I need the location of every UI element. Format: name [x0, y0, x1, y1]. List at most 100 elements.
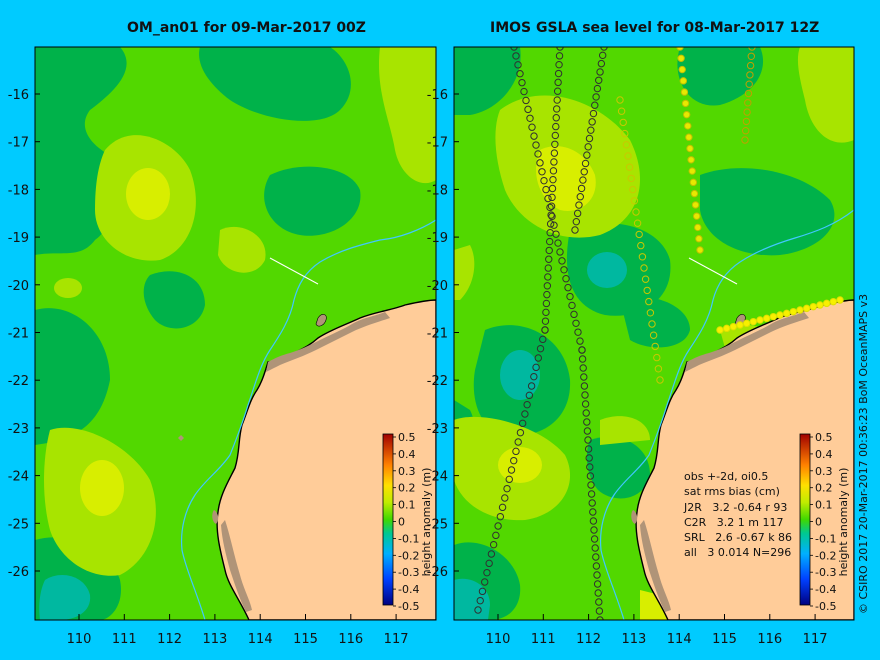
track-observation-marker	[534, 150, 542, 158]
track-observation-marker	[580, 373, 588, 381]
track-observation-marker	[560, 266, 568, 274]
track-observation-marker	[498, 503, 507, 512]
track-observation-marker	[595, 598, 603, 606]
lon-tick-right-label: 110	[486, 632, 511, 647]
track-observation-marker	[576, 193, 584, 201]
lon-tick-left-label: 114	[248, 632, 273, 647]
stats-line-2: sat rms bias (cm)	[684, 485, 780, 498]
track-observation-marker	[782, 309, 791, 318]
track-observation-marker	[571, 226, 579, 234]
track-observation-marker	[514, 61, 522, 69]
left-panel-title: OM_an01 for 09-Mar-2017 00Z	[127, 20, 366, 36]
lat-tick-right-label: -16	[427, 88, 448, 103]
lat-tick-right-label: -25	[427, 517, 448, 532]
track-observation-marker	[566, 292, 574, 301]
track-observation-marker	[640, 264, 648, 272]
track-observation-marker	[776, 311, 784, 319]
lon-tick-left-label: 112	[157, 632, 182, 647]
track-observation-marker	[528, 123, 536, 131]
left-colorbar-label: height anomaly (m)	[420, 468, 433, 577]
track-observation-marker	[745, 80, 753, 88]
track-observation-marker	[494, 522, 502, 530]
stats-line-6: all 3 0.014 N=296	[684, 546, 791, 559]
track-observation-marker	[546, 203, 554, 212]
right-colorbar: 0.5 0.4 0.3 0.2 0.1 0 -0.1 -0.2 -0.3 -0.4 -0.5 hei…	[799, 431, 850, 613]
lon-tick-right-label: 117	[803, 632, 828, 647]
track-observation-marker	[474, 606, 482, 614]
track-observation-marker	[579, 364, 587, 372]
lat-tick-right-label: -22	[427, 374, 448, 389]
track-observation-marker	[632, 208, 640, 216]
track-observation-marker	[583, 418, 591, 426]
track-observation-marker	[577, 184, 586, 193]
track-observation-marker	[574, 328, 582, 336]
credit-text: © CSIRO 2017 20-Mar-2017 00:36:23 BoM Oc…	[857, 294, 870, 614]
colorbar-tick-label: 0.3	[398, 465, 416, 478]
track-observation-marker	[576, 337, 584, 345]
track-observation-marker	[485, 559, 493, 568]
track-observation-marker	[596, 68, 604, 76]
track-observation-marker	[539, 335, 547, 344]
stats-legend: obs +-2d, oi0.5 sat rms bias (cm) J2R 3.…	[683, 470, 792, 559]
track-observation-marker	[796, 306, 804, 314]
track-observation-marker	[590, 535, 599, 543]
track-observation-marker	[592, 562, 601, 570]
track-observation-marker	[525, 391, 534, 400]
colorbar-tick-label: -0.1	[815, 532, 836, 545]
track-observation-marker	[690, 189, 699, 198]
track-observation-marker	[548, 212, 556, 221]
track-observation-marker	[836, 296, 844, 304]
track-observation-marker	[581, 400, 590, 408]
colorbar-tick-label: -0.5	[815, 600, 836, 613]
track-observation-marker	[553, 105, 561, 113]
track-observation-marker	[651, 342, 659, 351]
track-observation-marker	[595, 76, 603, 84]
lat-tick-right-label: -21	[427, 327, 448, 342]
track-observation-marker	[600, 47, 608, 51]
track-observation-marker	[544, 194, 552, 203]
track-observation-marker	[501, 494, 509, 502]
track-observation-marker	[678, 65, 686, 74]
track-observation-marker	[573, 209, 582, 218]
track-observation-marker	[684, 122, 692, 130]
lon-tick-right-label: 116	[757, 632, 782, 647]
colorbar-tick-label: 0.2	[398, 482, 416, 495]
track-observation-marker	[656, 376, 664, 384]
colorbar-tick-label: -0.2	[815, 549, 836, 562]
track-observation-marker	[584, 143, 592, 151]
lon-tick-left-label: 115	[293, 632, 318, 647]
track-observation-marker	[505, 475, 513, 484]
track-observation-marker	[742, 319, 751, 328]
track-observation-marker	[588, 499, 596, 507]
track-observation-marker	[544, 273, 552, 281]
track-observation-marker	[568, 301, 576, 310]
track-observation-marker	[756, 316, 764, 324]
track-observation-marker	[555, 60, 563, 69]
track-observation-marker	[550, 149, 559, 157]
track-observation-marker	[510, 47, 518, 51]
track-observation-marker	[570, 310, 578, 319]
track-observation-marker	[593, 571, 601, 579]
lat-tick-right-label: -19	[427, 231, 448, 246]
track-observation-marker	[680, 88, 689, 96]
left-map-panel	[34, 46, 437, 621]
track-observation-marker	[695, 235, 703, 243]
track-observation-marker	[742, 117, 751, 126]
track-observation-marker	[547, 211, 555, 219]
colorbar-tick-label: -0.1	[398, 532, 419, 545]
track-observation-marker	[530, 372, 538, 381]
track-observation-marker	[542, 299, 551, 308]
track-observation-marker	[619, 118, 627, 127]
lon-tick-right-label: 111	[531, 632, 556, 647]
track-observation-marker	[593, 580, 602, 588]
track-observation-marker	[553, 87, 562, 95]
track-observation-marker	[562, 275, 570, 283]
track-observation-marker	[587, 490, 596, 498]
lat-tick-right-label: -26	[427, 565, 448, 580]
track-observation-marker	[742, 127, 750, 135]
track-observation-marker	[630, 197, 639, 205]
colorbar-tick-label: -0.4	[815, 583, 836, 596]
track-observation-marker	[585, 134, 594, 143]
stats-line-5: SRL 2.6 -0.67 k 86	[684, 531, 792, 544]
track-observation-marker	[802, 304, 811, 313]
